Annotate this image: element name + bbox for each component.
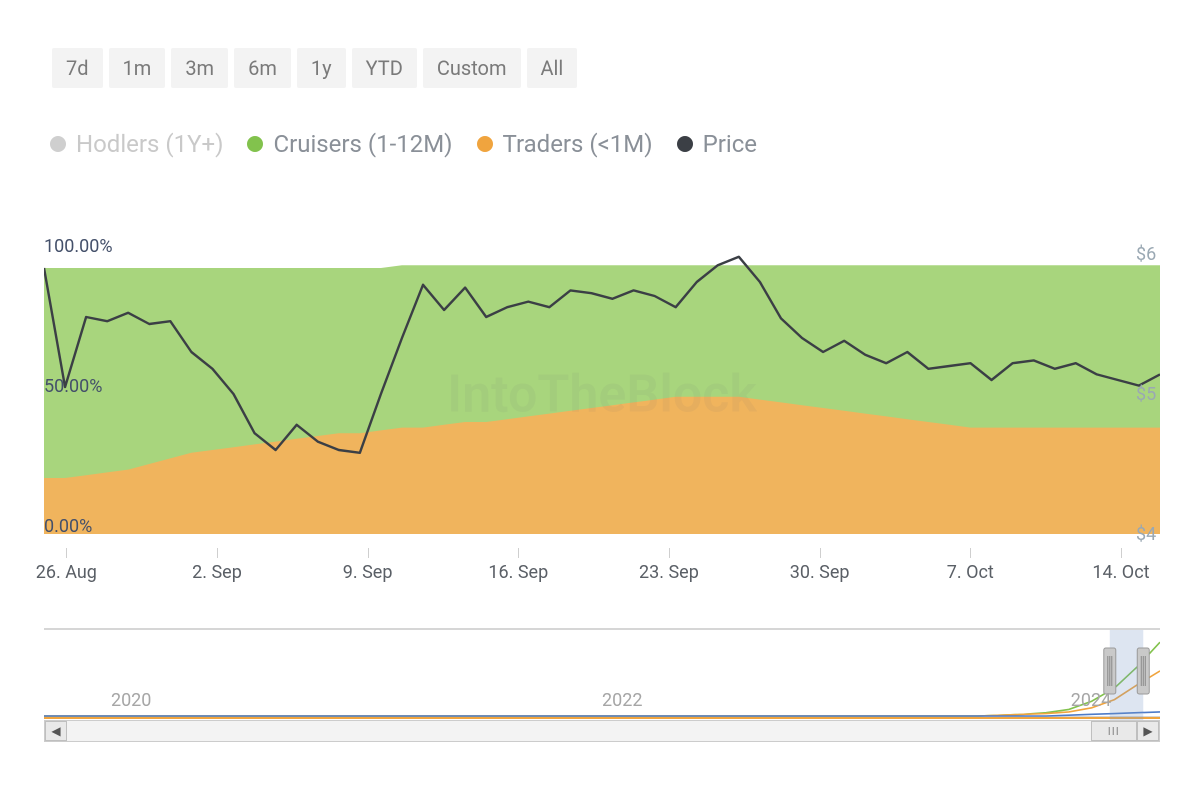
range-tab-ytd[interactable]: YTD (352, 48, 417, 88)
scroll-track[interactable]: III (67, 721, 1137, 741)
x-tick (66, 548, 67, 558)
nav-year-label: 2020 (111, 690, 151, 711)
legend-label: Cruisers (1-12M) (273, 130, 452, 158)
legend-dot-icon (50, 136, 66, 152)
y-axis-label-left: 0.00% (44, 516, 92, 537)
range-tab-1y[interactable]: 1y (297, 48, 346, 88)
nav-year-label: 2024 (1071, 690, 1111, 711)
x-axis-label: 14. Oct (1092, 562, 1149, 583)
range-tab-7d[interactable]: 7d (52, 48, 103, 88)
legend-item[interactable]: Traders (<1M) (477, 130, 653, 158)
legend-item[interactable]: Hodlers (1Y+) (50, 130, 223, 158)
x-axis-label: 2. Sep (192, 562, 242, 583)
range-tab-1m[interactable]: 1m (109, 48, 166, 88)
legend-item[interactable]: Cruisers (1-12M) (247, 130, 452, 158)
scroll-thumb[interactable]: III (1091, 721, 1137, 741)
y-axis-label-right: $4 (1136, 524, 1156, 545)
page-root: 7d1m3m6m1yYTDCustomAll Hodlers (1Y+) Crui… (0, 0, 1200, 800)
x-axis-label: 9. Sep (343, 562, 393, 583)
x-tick (518, 548, 519, 558)
range-tab-custom[interactable]: Custom (423, 48, 521, 88)
range-tab-all[interactable]: All (527, 48, 578, 88)
legend-dot-icon (247, 136, 263, 152)
x-axis-label: 30. Sep (790, 562, 850, 583)
x-axis-label: 26. Aug (36, 562, 97, 583)
x-axis-label: 7. Oct (947, 562, 994, 583)
h-scrollbar[interactable]: ◀ III ▶ (44, 720, 1160, 742)
scroll-right-button[interactable]: ▶ (1137, 721, 1159, 741)
main-chart: IntoTheBlock (44, 254, 1160, 534)
legend: Hodlers (1Y+) Cruisers (1-12M) Traders (<1… (50, 130, 757, 158)
nav-year-label: 2022 (602, 690, 642, 711)
navigator[interactable]: 2020 2022 2024 (44, 628, 1160, 718)
legend-label: Hodlers (1Y+) (76, 130, 223, 158)
x-axis-label: 23. Sep (639, 562, 699, 583)
y-axis-label-right: $6 (1136, 244, 1156, 265)
y-axis-label-left: 50.00% (44, 376, 102, 397)
nav-mini-line (44, 712, 1160, 716)
y-axis-label-right: $5 (1136, 384, 1156, 405)
x-tick (1121, 548, 1122, 558)
y-axis-label-left: 100.00% (44, 236, 113, 257)
legend-label: Price (703, 130, 757, 158)
legend-dot-icon (677, 136, 693, 152)
x-axis-label: 16. Sep (488, 562, 548, 583)
x-tick (217, 548, 218, 558)
range-tab-6m[interactable]: 6m (234, 48, 291, 88)
x-tick (368, 548, 369, 558)
range-tab-3m[interactable]: 3m (171, 48, 228, 88)
x-tick (820, 548, 821, 558)
scroll-left-button[interactable]: ◀ (45, 721, 67, 741)
legend-dot-icon (477, 136, 493, 152)
x-axis: 26. Aug2. Sep9. Sep16. Sep23. Sep30. Sep… (44, 548, 1160, 588)
legend-label: Traders (<1M) (503, 130, 653, 158)
x-tick (669, 548, 670, 558)
legend-item[interactable]: Price (677, 130, 757, 158)
chart-svg (44, 254, 1160, 534)
range-tabs: 7d1m3m6m1yYTDCustomAll (52, 48, 577, 88)
x-tick (970, 548, 971, 558)
